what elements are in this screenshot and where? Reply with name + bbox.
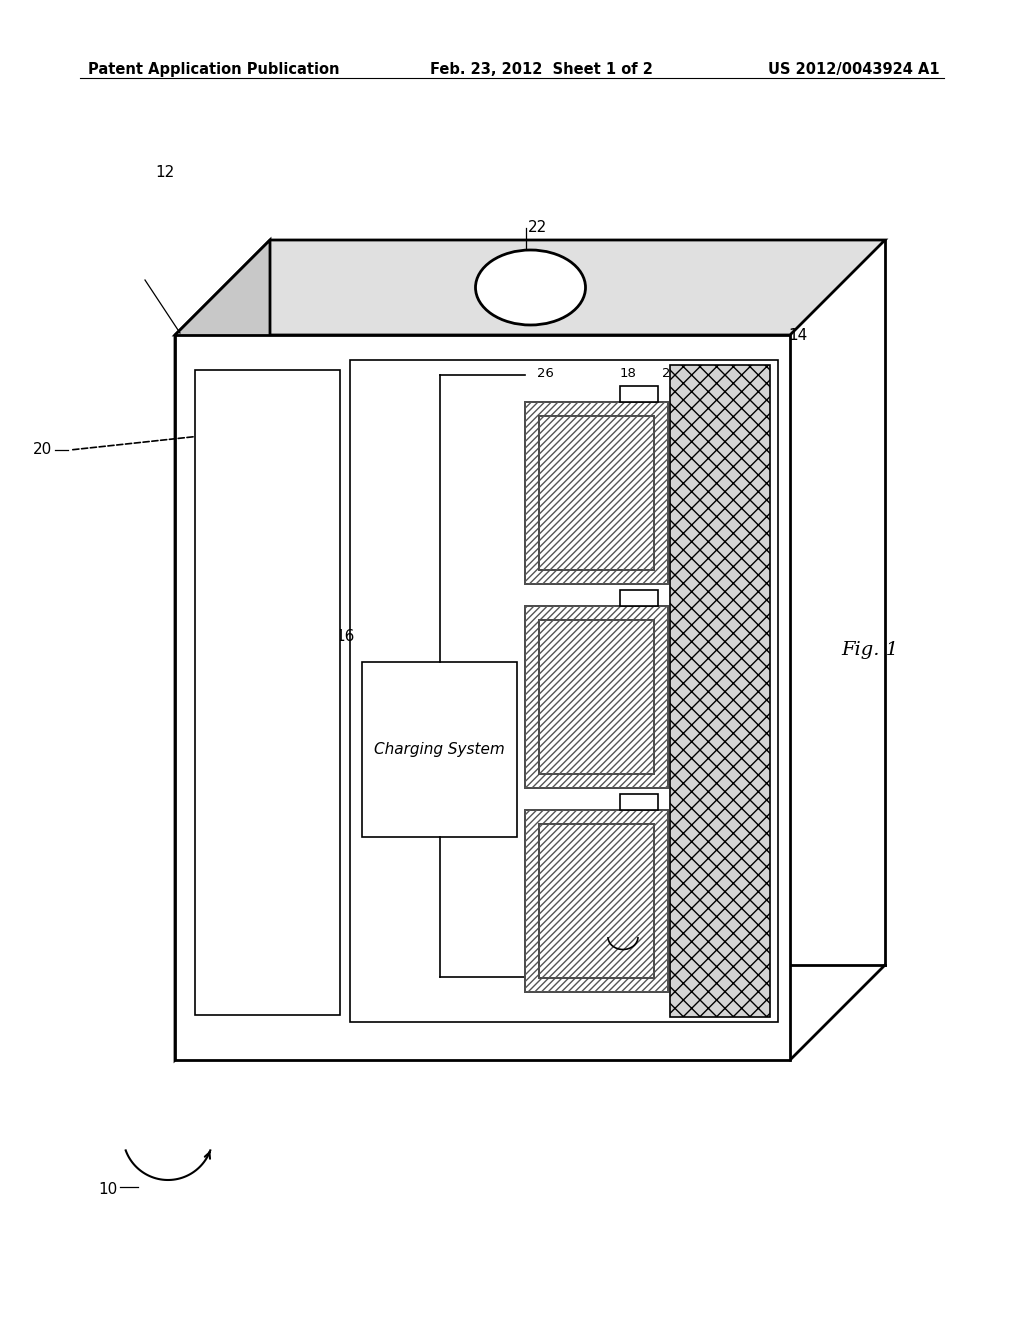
Text: Patent Application Publication: Patent Application Publication bbox=[88, 62, 340, 77]
Text: 26: 26 bbox=[537, 367, 554, 380]
Bar bbox=[525, 606, 668, 788]
Bar bbox=[539, 416, 654, 570]
Bar bbox=[539, 620, 654, 774]
Text: 28: 28 bbox=[662, 775, 679, 788]
Text: 24: 24 bbox=[375, 483, 394, 498]
Text: Feb. 23, 2012  Sheet 1 of 2: Feb. 23, 2012 Sheet 1 of 2 bbox=[430, 62, 653, 77]
Bar bbox=[620, 590, 658, 606]
Polygon shape bbox=[175, 240, 270, 1060]
Text: 22: 22 bbox=[527, 220, 547, 235]
Text: 18: 18 bbox=[620, 572, 637, 583]
Text: 28: 28 bbox=[616, 960, 633, 973]
Ellipse shape bbox=[475, 249, 586, 325]
Text: 26: 26 bbox=[537, 572, 554, 583]
Bar bbox=[539, 824, 654, 978]
Bar bbox=[525, 403, 668, 583]
Bar bbox=[350, 360, 778, 1022]
Text: 28: 28 bbox=[662, 367, 679, 380]
Bar bbox=[525, 810, 668, 993]
Text: 12: 12 bbox=[155, 165, 174, 180]
Text: 26: 26 bbox=[537, 775, 554, 788]
Text: 10: 10 bbox=[98, 1183, 118, 1197]
Bar bbox=[525, 606, 668, 788]
Text: Charging System: Charging System bbox=[374, 742, 505, 756]
Bar bbox=[620, 385, 658, 403]
Text: 16: 16 bbox=[336, 628, 355, 644]
Text: 14: 14 bbox=[788, 327, 807, 343]
Bar bbox=[195, 370, 340, 1015]
Text: 28: 28 bbox=[662, 572, 679, 583]
Bar bbox=[539, 416, 654, 570]
Text: US 2012/0043924 A1: US 2012/0043924 A1 bbox=[768, 62, 940, 77]
Text: Fig. 1: Fig. 1 bbox=[842, 642, 899, 659]
Bar bbox=[525, 403, 668, 583]
Bar bbox=[539, 824, 654, 978]
Text: 18: 18 bbox=[620, 367, 637, 380]
Text: 20: 20 bbox=[33, 442, 52, 458]
Bar bbox=[175, 335, 790, 1060]
Bar bbox=[620, 795, 658, 810]
Bar bbox=[539, 620, 654, 774]
Bar bbox=[525, 810, 668, 993]
Bar bbox=[670, 366, 770, 1016]
Polygon shape bbox=[175, 240, 885, 335]
Text: 18: 18 bbox=[620, 775, 637, 788]
Bar bbox=[362, 661, 517, 837]
